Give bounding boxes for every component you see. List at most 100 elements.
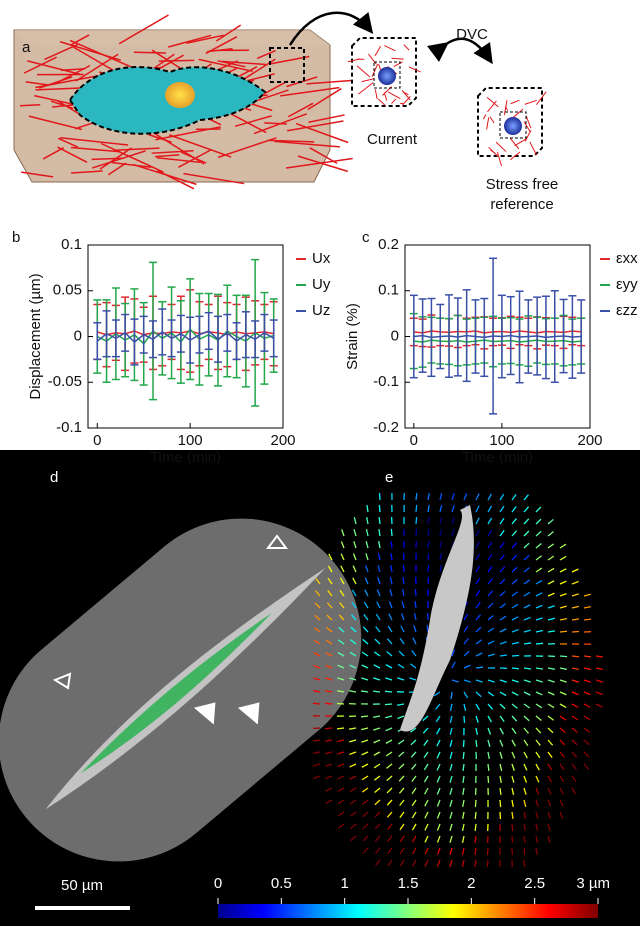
vector (463, 664, 471, 669)
vector (399, 859, 405, 867)
vector (511, 727, 517, 735)
vector (361, 787, 369, 793)
vector (461, 835, 465, 843)
vector (373, 751, 381, 756)
fiber (253, 113, 308, 135)
vector (571, 605, 579, 609)
vector (583, 739, 590, 746)
vector (439, 529, 443, 537)
vector (499, 615, 507, 621)
vector (499, 751, 503, 759)
vector (499, 505, 505, 513)
vector (511, 603, 519, 609)
vector (583, 655, 592, 658)
vector (475, 703, 481, 711)
fiber (402, 91, 409, 96)
vector (487, 590, 494, 597)
vector (595, 703, 603, 708)
vector (571, 655, 580, 658)
fiber (60, 136, 129, 146)
cubes (347, 37, 547, 167)
vector (535, 775, 540, 783)
panel-label: b (12, 229, 20, 246)
vector (362, 811, 369, 818)
vector (499, 517, 505, 525)
vector (499, 775, 502, 784)
vector (511, 628, 519, 633)
y-tick-label: -0.2 (373, 419, 399, 436)
vector (349, 651, 357, 657)
vector (361, 664, 369, 669)
vector (547, 518, 554, 525)
vector (487, 493, 492, 501)
fiber (198, 58, 253, 73)
vector (374, 787, 381, 793)
vector (511, 703, 518, 709)
vector (361, 763, 369, 768)
vector (415, 504, 418, 513)
y-tick-label: -0.1 (56, 419, 82, 436)
vector (523, 579, 531, 585)
vector (350, 614, 357, 621)
vector (313, 763, 321, 767)
fiber (168, 34, 212, 48)
vector (462, 811, 465, 819)
vector (339, 602, 345, 609)
vector (451, 517, 455, 525)
vector (559, 775, 565, 783)
fiber (70, 34, 90, 46)
vector (487, 553, 493, 561)
vector (487, 541, 493, 549)
vector (451, 493, 455, 501)
x-axis-label: Time (min) (462, 449, 533, 466)
vector (423, 775, 429, 783)
fiber (53, 64, 91, 85)
vector (474, 799, 477, 808)
vector (412, 859, 417, 867)
vector (547, 799, 552, 807)
vector (523, 494, 529, 501)
series-line (96, 330, 275, 343)
vector (523, 554, 530, 561)
fiber (509, 138, 520, 150)
vector (475, 493, 480, 501)
vector (475, 505, 480, 513)
fiber (511, 108, 524, 119)
vector (378, 516, 381, 525)
vector (499, 691, 507, 697)
vector (535, 703, 543, 709)
vector (499, 679, 507, 683)
vector (433, 691, 441, 697)
colorbar-tick-label: 3 µm (576, 875, 610, 892)
vector (523, 542, 530, 549)
vector (372, 690, 381, 693)
fiber (217, 60, 246, 68)
vector (377, 565, 381, 573)
legend-label: Uz (312, 302, 330, 319)
vector (547, 823, 551, 831)
vector (499, 493, 505, 501)
vector (390, 540, 393, 549)
vector (559, 751, 565, 758)
vector (499, 654, 508, 657)
vector (373, 651, 381, 657)
colorbar (218, 904, 598, 918)
cell-image (0, 518, 362, 862)
vector (350, 639, 357, 645)
vector (559, 703, 567, 709)
vector (397, 739, 405, 745)
vector (328, 553, 333, 561)
vector (595, 691, 603, 696)
vector (535, 518, 542, 525)
vector (315, 590, 321, 597)
vector (571, 727, 578, 733)
vector (324, 702, 333, 705)
vector (547, 555, 555, 561)
vector (499, 603, 506, 609)
vector (327, 577, 333, 585)
vector (376, 601, 381, 609)
vector (474, 823, 477, 832)
vector (314, 602, 321, 609)
vector (461, 859, 465, 867)
vector (350, 835, 357, 842)
